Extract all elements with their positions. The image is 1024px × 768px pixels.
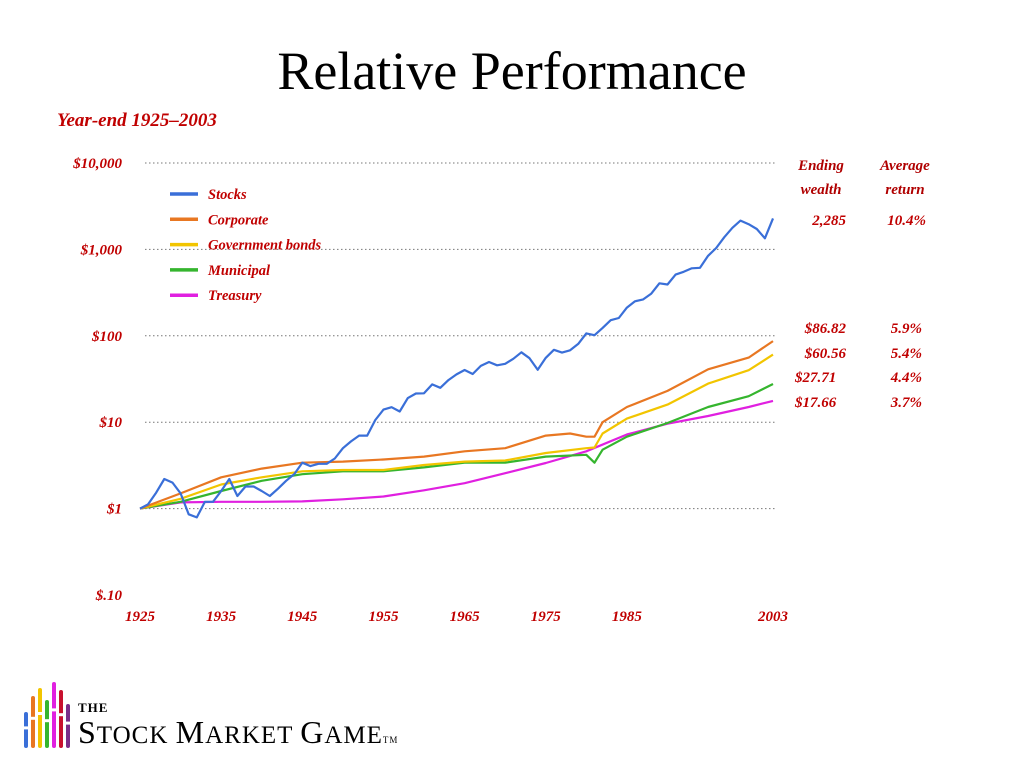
chart-series	[139, 217, 775, 519]
logo-bar	[52, 682, 56, 748]
x-tick-label: 1945	[287, 609, 318, 625]
stocks-average-return: 10.4%	[887, 213, 926, 229]
average-header-line-1: Average	[880, 158, 930, 174]
legend-label: Government bonds	[208, 238, 322, 254]
series-line-municipal	[139, 383, 774, 510]
legend-label: Corporate	[208, 212, 269, 228]
ending-wealth-header: Ending wealth	[790, 154, 852, 202]
series-line-stocks	[139, 217, 775, 519]
y-tick-label: $.10	[95, 588, 123, 604]
ending-header-line-1: Ending	[798, 158, 844, 174]
x-tick-label: 1955	[368, 609, 399, 625]
series-line-treasury	[139, 399, 774, 510]
treasury-ending-wealth: $17.66	[795, 395, 837, 411]
x-axis-ticks: 1925 1935 1945 1955 1965 1975 1985 2003	[125, 609, 789, 625]
logo-bar	[66, 704, 70, 748]
x-tick-label: 1935	[206, 609, 237, 625]
corporate-ending-wealth: $86.82	[804, 321, 846, 337]
series-line-government-bonds	[139, 353, 774, 510]
y-tick-label: $100	[91, 329, 123, 345]
municipal-average-return: 4.4%	[890, 370, 922, 386]
y-tick-label: $10	[99, 415, 123, 431]
y-tick-label: $1	[106, 502, 122, 518]
legend-label: Stocks	[208, 187, 247, 203]
x-tick-label: 1975	[531, 609, 562, 625]
average-header-line-2: return	[885, 182, 925, 198]
stocks-ending-wealth: 2,285	[812, 213, 846, 229]
chart-legend: Stocks Corporate Government bonds Municipal…	[170, 187, 322, 304]
stock-market-game-logo-icon	[23, 682, 71, 748]
x-tick-label: 2003	[757, 609, 789, 625]
ending-header-line-2: wealth	[800, 182, 842, 198]
relative-performance-chart: $10,000$1,000$100$10$1$.10 1925 1935 1945 1…	[72, 156, 789, 625]
page-title: Relative Performance	[277, 41, 747, 101]
average-return-header: Average return	[870, 154, 940, 202]
x-tick-label: 1925	[125, 609, 156, 625]
corporate-average-return: 5.9%	[890, 321, 922, 337]
y-tick-label: $10,000	[72, 156, 122, 172]
government-average-return: 5.4%	[890, 346, 922, 362]
logo-bar	[31, 696, 35, 748]
logo-name: STOCK MARKET GAMETM	[78, 714, 399, 750]
legend-label: Treasury	[208, 288, 262, 304]
logo-bar	[45, 700, 49, 748]
y-tick-label: $1,000	[80, 242, 123, 258]
government-ending-wealth: $60.56	[804, 346, 846, 362]
y-axis-ticks: $10,000 $1,000 $100 $10 $1 $.10	[72, 156, 122, 604]
logo-bar	[59, 690, 63, 748]
legend-label: Municipal	[207, 263, 270, 279]
x-tick-label: 1965	[450, 609, 481, 625]
logo-bar	[24, 712, 28, 748]
municipal-ending-wealth: $27.71	[795, 370, 837, 386]
chart-subtitle: Year-end 1925–2003	[57, 110, 217, 131]
x-tick-label: 1985	[612, 609, 643, 625]
logo-bar	[38, 688, 42, 748]
treasury-average-return: 3.7%	[890, 395, 922, 411]
logo-the: THE	[78, 700, 109, 715]
series-line-corporate	[139, 340, 774, 510]
